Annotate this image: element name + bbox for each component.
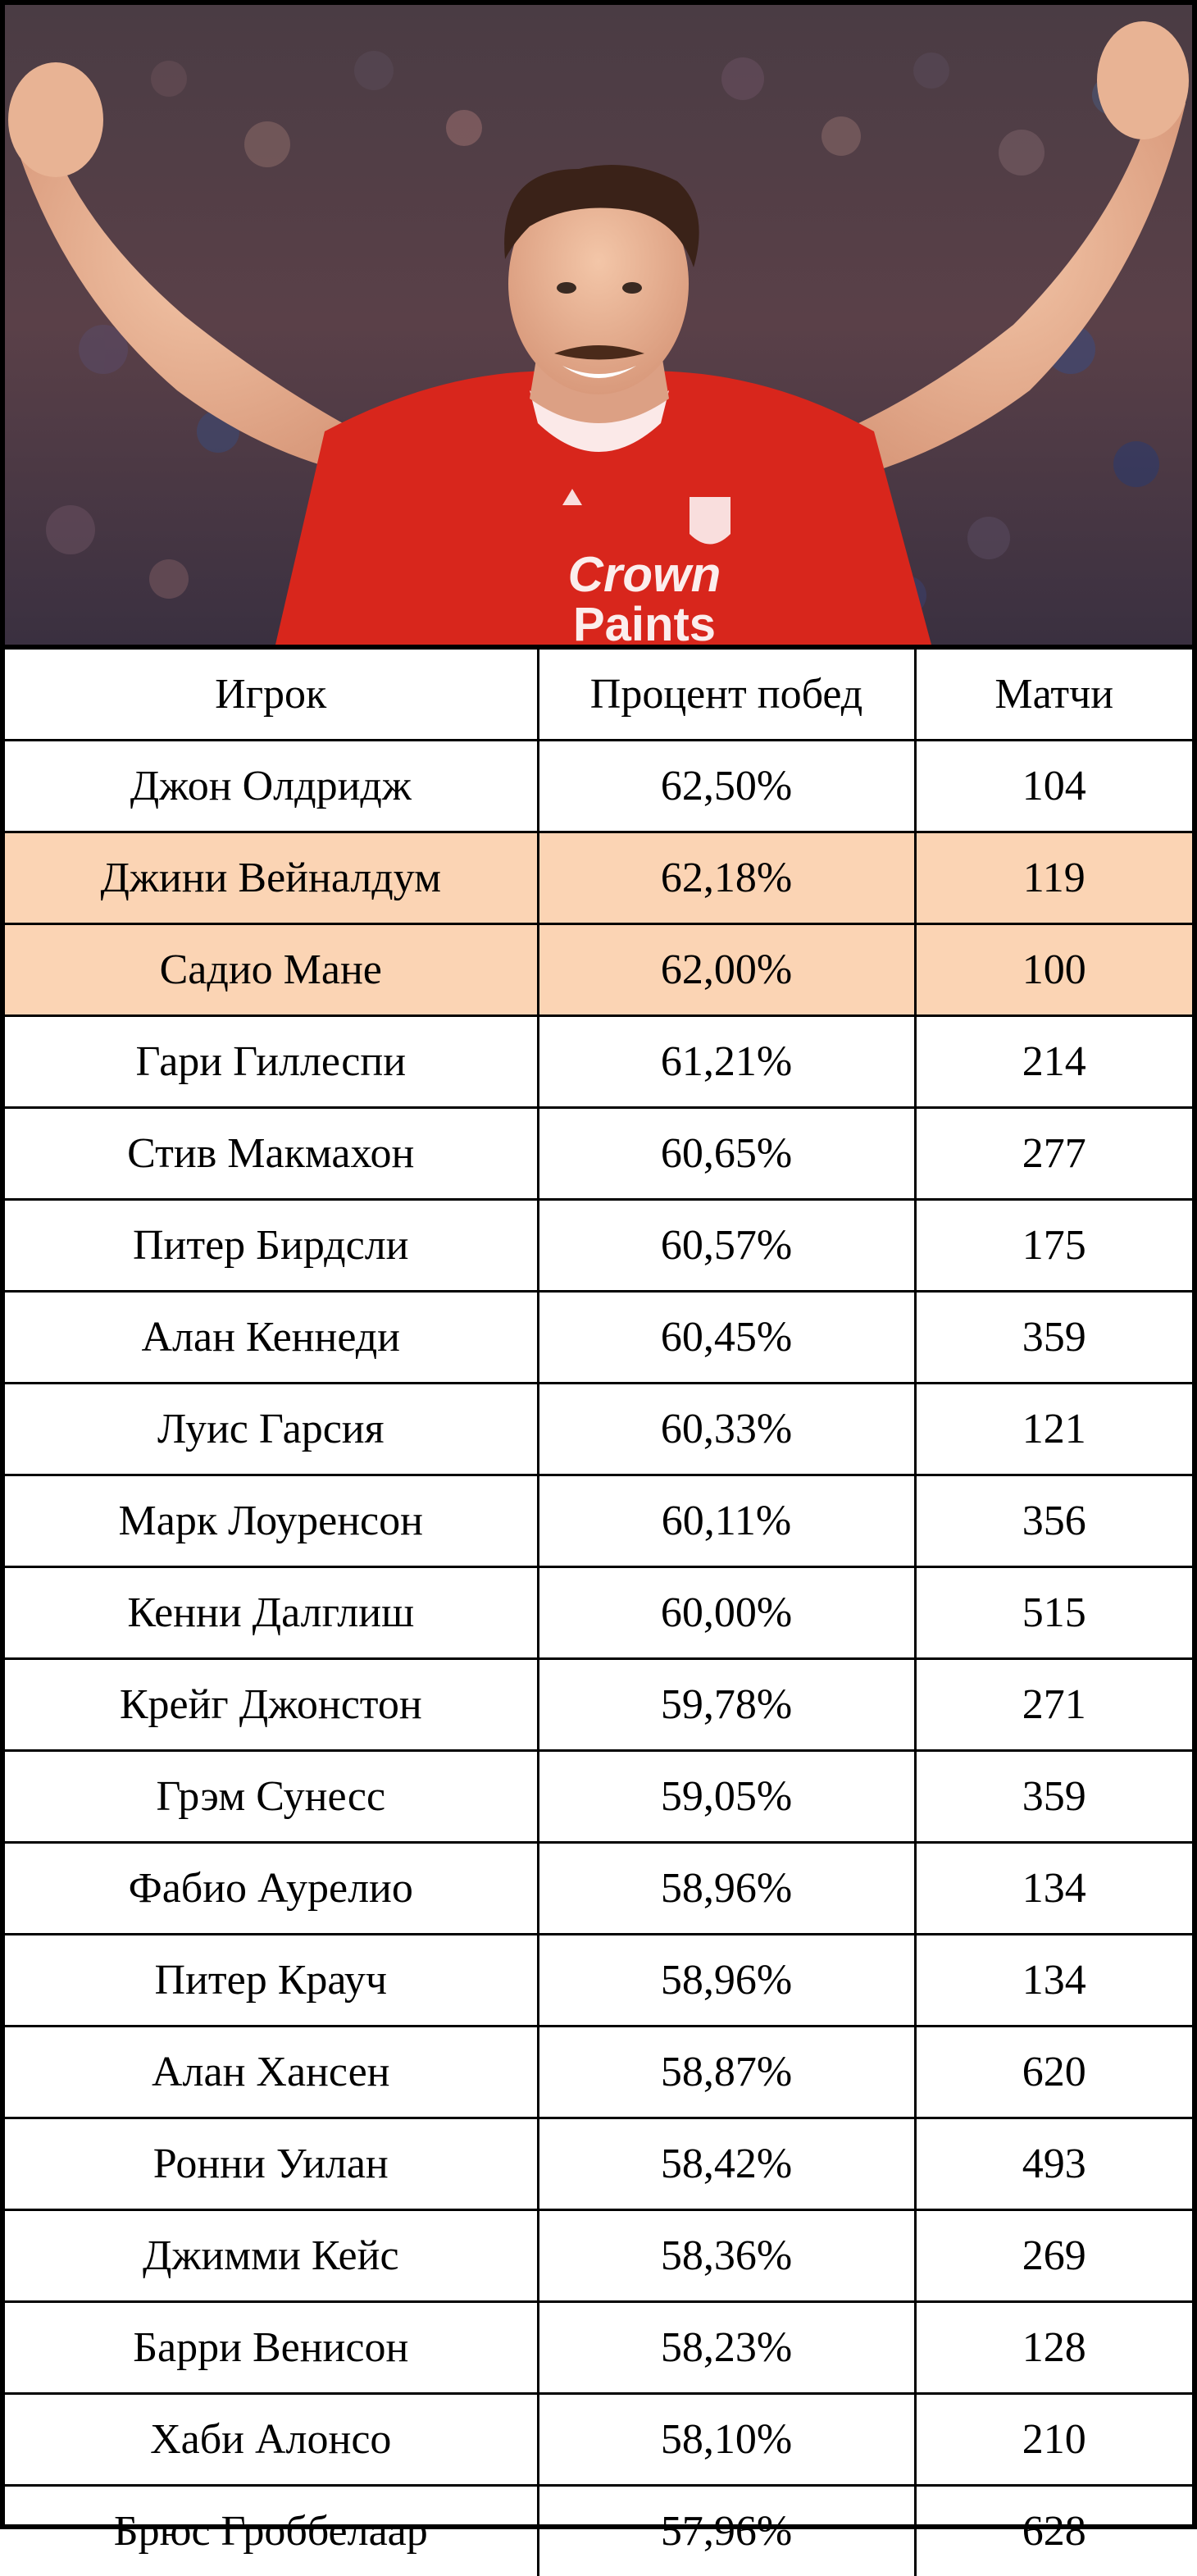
cell-matches: 134: [915, 1935, 1192, 2027]
cell-matches: 356: [915, 1475, 1192, 1567]
jersey-sponsor-line2: Paints: [573, 598, 716, 645]
jersey-crest-icon: [690, 497, 730, 545]
header-player: Игрок: [5, 647, 538, 741]
cell-win-pct: 58,10%: [538, 2394, 915, 2486]
cell-win-pct: 60,11%: [538, 1475, 915, 1567]
player-photo: Crown Paints: [5, 5, 1192, 645]
cell-matches: 515: [915, 1567, 1192, 1659]
cell-player: Луис Гарсия: [5, 1384, 538, 1475]
cell-matches: 175: [915, 1200, 1192, 1292]
cell-matches: 277: [915, 1108, 1192, 1200]
cell-player: Садио Мане: [5, 924, 538, 1016]
cell-win-pct: 58,42%: [538, 2118, 915, 2210]
cell-win-pct: 60,33%: [538, 1384, 915, 1475]
cell-matches: 134: [915, 1843, 1192, 1935]
cell-win-pct: 58,87%: [538, 2027, 915, 2118]
cell-win-pct: 60,45%: [538, 1292, 915, 1384]
header-win-pct: Процент побед: [538, 647, 915, 741]
cell-matches: 119: [915, 832, 1192, 924]
cell-win-pct: 60,57%: [538, 1200, 915, 1292]
cell-matches: 100: [915, 924, 1192, 1016]
header-matches: Матчи: [915, 647, 1192, 741]
cell-player: Кенни Далглиш: [5, 1567, 538, 1659]
cell-matches: 121: [915, 1384, 1192, 1475]
cell-matches: 359: [915, 1751, 1192, 1843]
cell-player: Крейг Джонстон: [5, 1659, 538, 1751]
cell-win-pct: 58,36%: [538, 2210, 915, 2302]
cell-player: Алан Хансен: [5, 2027, 538, 2118]
cell-win-pct: 58,23%: [538, 2302, 915, 2394]
cell-player: Фабио Аурелио: [5, 1843, 538, 1935]
cell-player: Гари Гиллеспи: [5, 1016, 538, 1108]
cell-matches: 628: [915, 2486, 1192, 2576]
cell-win-pct: 62,50%: [538, 741, 915, 832]
cell-matches: 271: [915, 1659, 1192, 1751]
cell-win-pct: 58,96%: [538, 1935, 915, 2027]
cell-matches: 493: [915, 2118, 1192, 2210]
cell-matches: 359: [915, 1292, 1192, 1384]
cell-matches: 104: [915, 741, 1192, 832]
cell-player: Джимми Кейс: [5, 2210, 538, 2302]
cell-player: Хаби Алонсо: [5, 2394, 538, 2486]
cell-win-pct: 57,96%: [538, 2486, 915, 2576]
cell-win-pct: 62,18%: [538, 832, 915, 924]
cell-win-pct: 60,00%: [538, 1567, 915, 1659]
cell-matches: 620: [915, 2027, 1192, 2118]
cell-matches: 210: [915, 2394, 1192, 2486]
cell-win-pct: 59,78%: [538, 1659, 915, 1751]
cell-player: Ронни Уилан: [5, 2118, 538, 2210]
cell-win-pct: 62,00%: [538, 924, 915, 1016]
celebration-illustration: Crown Paints: [5, 5, 1192, 645]
cell-win-pct: 59,05%: [538, 1751, 915, 1843]
table-header-row: Игрок Процент побед Матчи: [5, 647, 1192, 741]
cell-player: Джон Олдридж: [5, 741, 538, 832]
cell-win-pct: 58,96%: [538, 1843, 915, 1935]
cell-matches: 214: [915, 1016, 1192, 1108]
cell-player: Алан Кеннеди: [5, 1292, 538, 1384]
cell-player: Брюс Гроббелаар: [5, 2486, 538, 2576]
cell-player: Питер Крауч: [5, 1935, 538, 2027]
cell-matches: 128: [915, 2302, 1192, 2394]
cell-player: Стив Макмахон: [5, 1108, 538, 1200]
cell-matches: 269: [915, 2210, 1192, 2302]
cell-player: Джини Вейналдум: [5, 832, 538, 924]
cell-player: Барри Венисон: [5, 2302, 538, 2394]
cell-player: Марк Лоуренсон: [5, 1475, 538, 1567]
cell-win-pct: 60,65%: [538, 1108, 915, 1200]
cell-player: Грэм Сунесс: [5, 1751, 538, 1843]
cell-win-pct: 61,21%: [538, 1016, 915, 1108]
jersey-sponsor-line1: Crown: [568, 547, 721, 602]
cell-player: Питер Бирдсли: [5, 1200, 538, 1292]
